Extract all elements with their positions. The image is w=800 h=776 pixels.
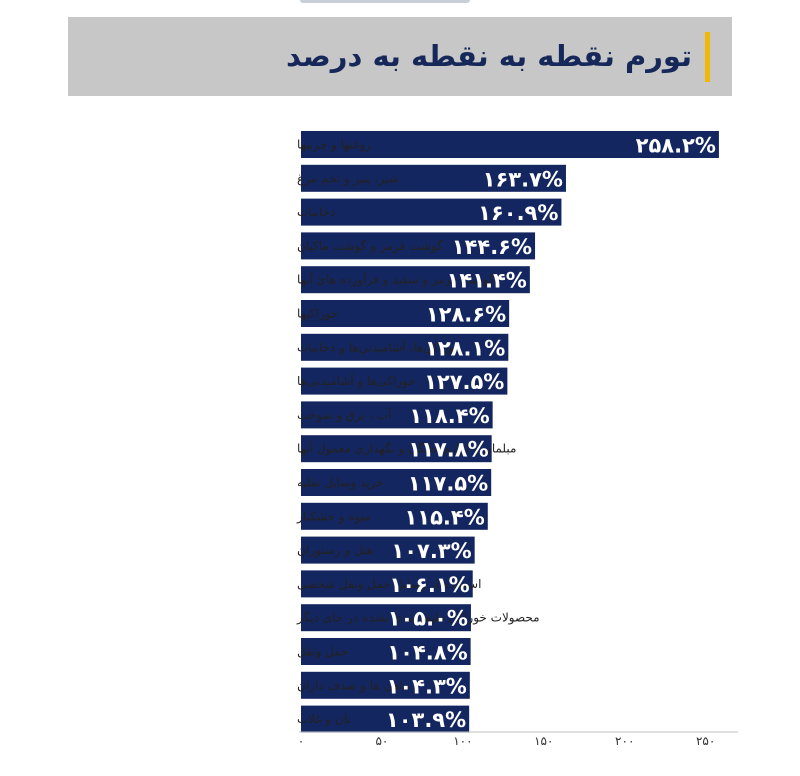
value-label: ۱۱۷.۵% — [408, 472, 488, 496]
bar-row: دخانیات ۱۶۰.۹% — [297, 198, 562, 226]
category-label: استفاده از وسایل حمل ونقل شخصی — [297, 577, 481, 592]
bar-row: خوراکی‌ها و آشامیدنی‌ها ۱۲۷.۵% — [297, 367, 508, 395]
bar — [301, 367, 508, 395]
bar-row: میوه و خشکبار ۱۱۵.۴% — [296, 502, 488, 530]
value-label: ۱۰۵.۰% — [388, 607, 468, 631]
value-label: ۱۴۴.۶% — [452, 235, 532, 259]
value-label: ۱۰۴.۳% — [387, 674, 467, 698]
x-tick-label: ۱۰۰ — [453, 734, 472, 748]
value-label: ۲۵۸.۲% — [636, 134, 716, 158]
bar — [301, 705, 470, 733]
value-label: ۱۲۸.۱% — [425, 336, 505, 360]
value-label: ۱۰۶.۱% — [389, 573, 469, 597]
bar — [301, 469, 492, 496]
category-label: خوراکی‌ها و آشامیدنی‌ها — [297, 373, 416, 389]
value-label: ۱۴۱.۴% — [447, 269, 527, 293]
bar — [301, 164, 566, 192]
bar-row: مبلمان و لوازم خانگی و نگهداری معمول آنه… — [297, 435, 516, 463]
category-label: آب ، برق و سوخت — [297, 407, 392, 423]
category-label: شیر، پنیر و تخم مرغ — [297, 171, 399, 186]
header-accent-bar — [705, 32, 710, 82]
bar — [301, 198, 562, 226]
category-label: ماهی ها و صدف داران — [297, 678, 410, 693]
category-label: میوه و خشکبار — [296, 509, 371, 524]
x-tick-label: ۱۵۰ — [534, 734, 553, 748]
value-label: ۱۶۳.۷% — [483, 167, 563, 191]
x-tick-label: ۲۰۰ — [615, 734, 634, 748]
value-label: ۱۱۵.۴% — [404, 505, 484, 529]
bar-row: حمل ونقل ۱۰۴.۸% — [297, 638, 471, 665]
bar — [301, 131, 719, 158]
x-tick-label: ۵۰ — [375, 734, 388, 748]
category-label: مبلمان و لوازم خانگی و نگهداری معمول آنه… — [297, 441, 516, 457]
value-label: ۱۱۷.۸% — [408, 438, 488, 462]
category-label: گوشت قرمز و سفید و فرآورده هائ آنها — [297, 272, 495, 288]
bar — [301, 570, 473, 598]
top-accent-line — [300, 0, 470, 3]
bar — [301, 536, 475, 564]
bar-row: خرید وسایل نقلیه ۱۱۷.۵% — [297, 469, 492, 496]
bar — [301, 333, 509, 361]
x-tick-label: ۰ — [298, 734, 304, 748]
bar — [301, 266, 530, 294]
value-label: ۱۲۷.۵% — [424, 370, 504, 394]
bar — [301, 671, 470, 699]
category-label: روغنها و چربیها — [297, 138, 371, 153]
bar-row: روغنها و چربیها ۲۵۸.۲% — [297, 131, 719, 158]
chart-header: تورم نقطه به نقطه به درصد — [68, 17, 732, 96]
value-label: ۱۶۰.۹% — [478, 201, 558, 225]
bar — [301, 300, 510, 327]
category-label: محصولات خوراکی طبقه بندی نشده در جای دیگ… — [296, 611, 540, 626]
bar-row: نان و غلات ۱۰۳.۹% — [297, 705, 470, 733]
bar-row: آب ، برق و سوخت ۱۱۸.۴% — [297, 401, 493, 429]
bar — [301, 232, 536, 260]
category-label: خوراکی‌ها، آشامیدنی‌ها و دخانیات — [297, 339, 462, 355]
category-label: خوراکیها — [297, 307, 338, 322]
chart-title: تورم نقطه به نقطه به درصد — [286, 39, 692, 73]
x-tick-label: ۲۵۰ — [696, 734, 715, 748]
bar-row: هتل و رستوران ۱۰۷.۳% — [297, 536, 475, 564]
category-label: حمل ونقل — [297, 645, 349, 660]
bar-row: گوشت قرمز و سفید و فرآورده هائ آنها۱۴۱.۴… — [297, 266, 530, 294]
category-label: دخانیات — [297, 205, 335, 219]
value-label: ۱۲۸.۶% — [426, 303, 506, 327]
bar-row: محصولات خوراکی طبقه بندی نشده در جای دیگ… — [296, 604, 540, 632]
category-label: هتل و رستوران — [297, 543, 373, 558]
value-label: ۱۱۸.۴% — [409, 404, 489, 428]
bar — [301, 401, 493, 429]
bar-row: گوشت قرمز و گوشت ماکیان ۱۴۴.۶% — [297, 232, 536, 260]
bar-row: خوراکیها ۱۲۸.۶% — [297, 300, 510, 327]
bar-row: شیر، پنیر و تخم مرغ ۱۶۳.۷% — [297, 164, 566, 192]
value-label: ۱۰۷.۳% — [391, 539, 471, 563]
value-label: ۱۰۴.۸% — [387, 641, 467, 665]
bar — [301, 604, 471, 632]
category-label: خرید وسایل نقلیه — [297, 476, 384, 491]
value-label: ۱۰۳.۹% — [386, 708, 466, 732]
category-label: گوشت قرمز و گوشت ماکیان — [297, 239, 443, 254]
bar — [301, 502, 488, 530]
bar — [301, 638, 471, 665]
bar — [301, 435, 492, 463]
category-label: نان و غلات — [297, 712, 351, 727]
